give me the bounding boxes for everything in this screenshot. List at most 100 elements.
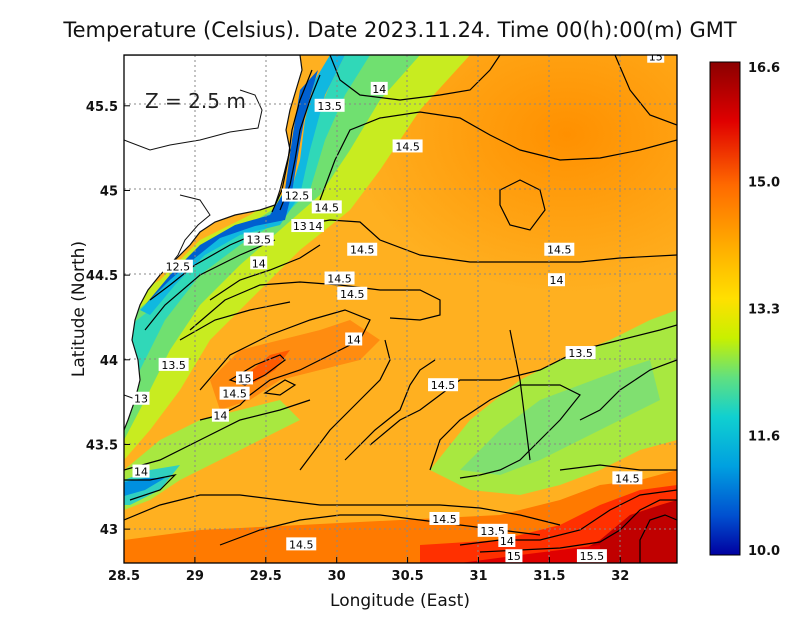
contour-label-background [162, 259, 193, 273]
warm-filament-west [210, 320, 380, 410]
contour-14-5-loop [344, 359, 436, 461]
contour-label-background [505, 549, 523, 563]
contour-label: 14.5 [315, 201, 340, 214]
contour-label-background [498, 533, 516, 547]
contour-label-background [544, 242, 575, 256]
contour-label-background [311, 200, 342, 214]
contour-label: 14.5 [615, 472, 640, 485]
contour-label: 14.5 [289, 538, 314, 551]
contour-label-background [158, 357, 189, 371]
colorbar-tick-label: 11.6 [748, 429, 780, 444]
contour-label-background [428, 378, 459, 392]
coastal-band-lightblue [140, 55, 345, 315]
contour-label: 14 [500, 535, 514, 548]
contour-label-background [291, 219, 309, 233]
contour-label-background [236, 371, 254, 385]
chart-title: Temperature (Celsius). Date 2023.11.24. … [63, 18, 737, 42]
contour-label: 15 [649, 51, 663, 64]
plot-frame [123, 54, 678, 564]
contour-label: 14 [134, 466, 148, 479]
coastal-band-blue [145, 70, 318, 305]
colorbar-tick-label: 15.0 [748, 176, 780, 191]
contour-label: 14 [372, 83, 386, 96]
contour-label: 15 [507, 550, 521, 563]
contour-label-background [612, 471, 643, 485]
contour-label-background [477, 523, 508, 537]
contour-14-5-filament [189, 281, 441, 331]
contour-label-background [345, 332, 363, 346]
contour-label: 14 [308, 220, 322, 233]
contour-label-background [547, 273, 565, 287]
contour-14-vertical [509, 329, 531, 461]
x-tick-label: 28.5 [108, 569, 140, 584]
contour-label: 13.5 [246, 234, 271, 247]
x-tick-label: 29.5 [250, 569, 282, 584]
x-tick-label: 31.5 [533, 569, 565, 584]
contour-15-5-south [479, 499, 677, 553]
colorbar [709, 61, 741, 556]
contour-15-filament [199, 309, 371, 421]
y-axis-label: Latitude (North) [69, 241, 89, 377]
contour-label-background [250, 256, 268, 270]
contour-label: 13 [134, 393, 148, 406]
contour-label: 14.5 [547, 244, 572, 257]
contour-label-background [565, 346, 596, 360]
land-mass [124, 55, 302, 430]
depth-annotation: Z = 2.5 m [145, 89, 246, 113]
contour-label-background [324, 271, 355, 285]
colorbar-tick-label: 13.3 [748, 303, 780, 318]
y-tick-label: 45.5 [86, 100, 118, 115]
contour-label: 15.5 [580, 550, 605, 563]
coastline [124, 55, 303, 431]
contour-15-northeast [614, 55, 677, 126]
contour-label-background [306, 219, 324, 233]
contour-label: 14 [213, 410, 227, 423]
southern-hot-strip [460, 545, 600, 563]
contour-label: 14.5 [432, 513, 457, 526]
contour-label-background [576, 549, 607, 563]
y-axis-ticks: 45.5 45 44.5 44 43.5 43 [86, 100, 130, 538]
contour-13-5-west [179, 301, 291, 341]
contour-label: 14.5 [395, 140, 420, 153]
y-tick-label: 45 [100, 184, 118, 199]
x-axis-ticks: 28.5 29 29.5 30 30.5 31 31.5 32 [108, 557, 629, 584]
contour-13-west [144, 239, 276, 331]
contour-label: 14 [549, 274, 563, 287]
x-axis-label: Longitude (East) [330, 591, 470, 611]
contour-label-background [132, 391, 150, 405]
contour-label-background [211, 408, 229, 422]
border-line-mid [169, 194, 211, 266]
contour-label: 13.5 [317, 100, 342, 113]
contour-small-eddy [263, 379, 297, 396]
y-tick-label: 43 [100, 523, 118, 538]
x-tick-label: 31 [469, 569, 487, 584]
contour-14-5-mid [299, 219, 677, 263]
contour-label: 12.5 [285, 190, 310, 203]
contour-lines [124, 55, 677, 563]
colorbar-tick-label: 10.0 [748, 544, 780, 559]
colorbar-tick-label: 16.6 [748, 61, 780, 76]
contour-label-background [347, 242, 378, 256]
x-tick-label: 29 [186, 569, 204, 584]
grid-lines [124, 55, 677, 563]
contour-label-background [647, 55, 665, 63]
contour-14-loop [299, 339, 391, 471]
contour-13-southwest [124, 474, 177, 501]
contour-label: 14 [252, 257, 266, 270]
contour-label-background [132, 464, 150, 478]
contour-label: 13.5 [568, 347, 593, 360]
contour-14-west [209, 244, 321, 301]
contour-label-background [370, 81, 388, 95]
x-tick-label: 32 [611, 569, 629, 584]
contour-label: 14.5 [431, 379, 456, 392]
contour-14-5-southeast [559, 464, 677, 471]
contour-label: 12.5 [166, 261, 191, 274]
y-tick-label: 44.5 [86, 269, 118, 284]
contour-label-background [286, 537, 317, 551]
contour-14-southwest [124, 399, 311, 471]
contour-label-background [219, 386, 250, 400]
blue-patch-southwest [124, 478, 165, 496]
contour-label-background [392, 139, 423, 153]
temperature-field: 15 14 13.5 14.5 12.5 14.5 13 14 13.5 14.5 14.5 14 12… [124, 51, 677, 563]
